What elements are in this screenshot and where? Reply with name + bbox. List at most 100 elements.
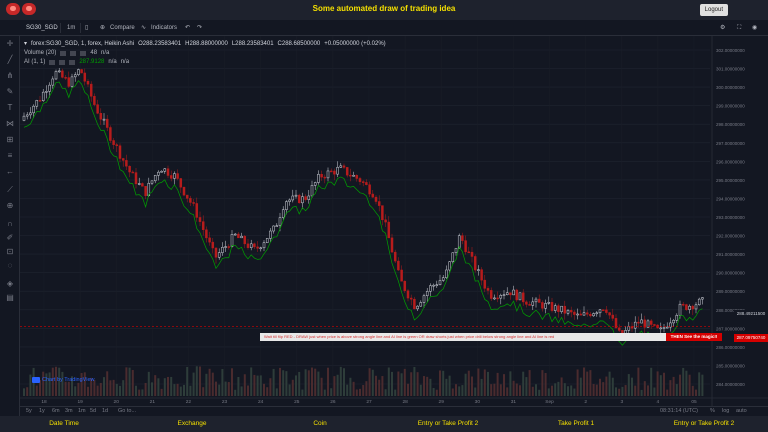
crosshair-icon[interactable]: ✛	[6, 39, 14, 48]
stay-drawing-icon[interactable]: ✐	[6, 233, 14, 242]
candle	[195, 203, 199, 218]
candle	[262, 242, 266, 249]
prediction-icon[interactable]: ⊞	[6, 135, 14, 144]
price-chart[interactable]: 302.00000000 301.00000000 300.00000000 299.…	[20, 36, 768, 406]
time-tick-label: 31	[511, 399, 517, 405]
volume-bar	[512, 380, 515, 396]
undo-icon[interactable]: ↶	[185, 25, 191, 31]
candle	[595, 312, 599, 315]
candle	[83, 72, 87, 82]
volume-bar	[109, 380, 112, 396]
fire-icon[interactable]	[6, 3, 20, 15]
trading-idea-annotation[interactable]: Wait till flip RED - DRAW just when pric…	[260, 333, 666, 341]
volume-bar	[419, 384, 422, 396]
snapshot-icon[interactable]: ◉	[752, 25, 758, 31]
footer-label[interactable]: Entry or Take Profit 2	[673, 420, 735, 427]
candle	[61, 70, 64, 78]
volume-bar	[394, 389, 397, 396]
magnet-icon[interactable]: ∩	[7, 219, 13, 228]
volume-bar	[90, 377, 93, 396]
volume-bar	[371, 369, 374, 396]
fib-icon[interactable]: ≡	[7, 151, 13, 160]
trash-icon[interactable]: ▤	[6, 293, 14, 302]
settings-icon[interactable]: ⚙	[720, 25, 726, 31]
volume-bar	[698, 372, 701, 396]
pattern-icon[interactable]: ⋈	[6, 119, 14, 128]
back-arrow-icon[interactable]: ←	[6, 167, 14, 176]
logout-button[interactable]: Logout	[699, 4, 728, 16]
legend-collapse-icon[interactable]: ▾	[24, 41, 28, 47]
auto-toggle[interactable]: auto	[736, 408, 747, 414]
time-tick-label: 30	[475, 399, 481, 405]
indicators-button[interactable]: Indicators	[151, 25, 178, 31]
redo-icon[interactable]: ↷	[197, 25, 203, 31]
candle	[214, 247, 218, 258]
candle	[598, 309, 602, 314]
range-button[interactable]: Go to...	[118, 408, 137, 414]
footer-label[interactable]: Exchange	[177, 420, 207, 427]
range-button[interactable]: 1y	[39, 408, 45, 414]
range-button[interactable]: 1m	[78, 408, 86, 414]
study-settings-icon[interactable]	[69, 59, 76, 65]
layers-icon[interactable]: ◈	[6, 279, 14, 288]
magic-callout[interactable]: THEN See the magic!!	[666, 333, 722, 341]
candle	[355, 175, 359, 179]
chart-area[interactable]: 302.00000000 301.00000000 300.00000000 299.…	[20, 36, 768, 416]
volume-bar	[307, 370, 310, 396]
candle	[665, 326, 669, 329]
volume-study-label[interactable]: Volume (20)	[24, 50, 57, 56]
study-settings-icon[interactable]	[59, 59, 66, 65]
volume-bar	[320, 377, 323, 396]
hide-icon[interactable]: ◌	[7, 261, 13, 270]
tradingview-attribution[interactable]: Chart by TradingView	[32, 377, 94, 383]
zoom-icon[interactable]: ⊕	[6, 201, 14, 210]
candle	[38, 100, 42, 102]
ai-study-label[interactable]: AI (1, 1)	[24, 59, 46, 65]
candle	[278, 217, 282, 226]
volume-bar	[298, 371, 301, 396]
interval-button[interactable]: 1m	[67, 25, 76, 31]
range-button[interactable]: 3m	[65, 408, 73, 414]
volume-bar	[608, 371, 611, 396]
price-tick-label: 296.00000000	[716, 159, 745, 164]
symbol-search[interactable]: SG30_SGD	[26, 25, 58, 31]
footer-label[interactable]: Entry or Take Profit 2	[417, 420, 479, 427]
volume-bar	[506, 387, 509, 396]
volume-bar	[515, 383, 518, 396]
compare-button[interactable]: Compare	[110, 25, 135, 31]
volume-bar	[573, 388, 576, 396]
candle	[333, 170, 336, 175]
footer-label[interactable]: Coin	[313, 420, 327, 427]
trend-line-icon[interactable]: ╱	[7, 55, 13, 64]
compare-icon[interactable]: ⊕	[100, 25, 106, 31]
range-button[interactable]: 5d	[90, 408, 97, 414]
range-button[interactable]: 6m	[52, 408, 60, 414]
study-settings-icon[interactable]	[80, 50, 87, 56]
log-toggle[interactable]: log	[722, 408, 730, 414]
price-tick-label: 287.00000000	[716, 326, 745, 331]
footer-label[interactable]: Date Time	[49, 420, 79, 427]
volume-bar	[74, 386, 77, 396]
brush-icon[interactable]: ✎	[6, 87, 14, 96]
candle	[246, 243, 250, 248]
price-tick-label: 288.00000000	[716, 308, 745, 313]
measure-icon[interactable]: ⟋	[7, 185, 13, 194]
percent-toggle[interactable]: %	[710, 408, 715, 414]
range-button[interactable]: 5y	[26, 408, 32, 414]
fire-icon[interactable]	[22, 3, 36, 15]
study-settings-icon[interactable]	[70, 50, 77, 56]
fullscreen-icon[interactable]: ⛶	[737, 25, 742, 31]
volume-bar	[282, 370, 285, 396]
study-settings-icon[interactable]	[60, 50, 67, 56]
range-button[interactable]: 1d	[102, 408, 109, 414]
volume-bar	[474, 387, 477, 396]
lock-icon[interactable]: ⊡	[6, 247, 14, 256]
text-icon[interactable]: T	[7, 103, 13, 112]
indicators-icon[interactable]: ∿	[141, 25, 147, 31]
footer-label[interactable]: Take Profit 1	[557, 420, 595, 427]
pitchfork-icon[interactable]: ⋔	[6, 71, 14, 80]
candle	[179, 178, 183, 188]
study-settings-icon[interactable]	[49, 59, 56, 65]
chart-style-icon[interactable]: ▯	[85, 25, 89, 31]
volume-bar	[208, 368, 211, 396]
